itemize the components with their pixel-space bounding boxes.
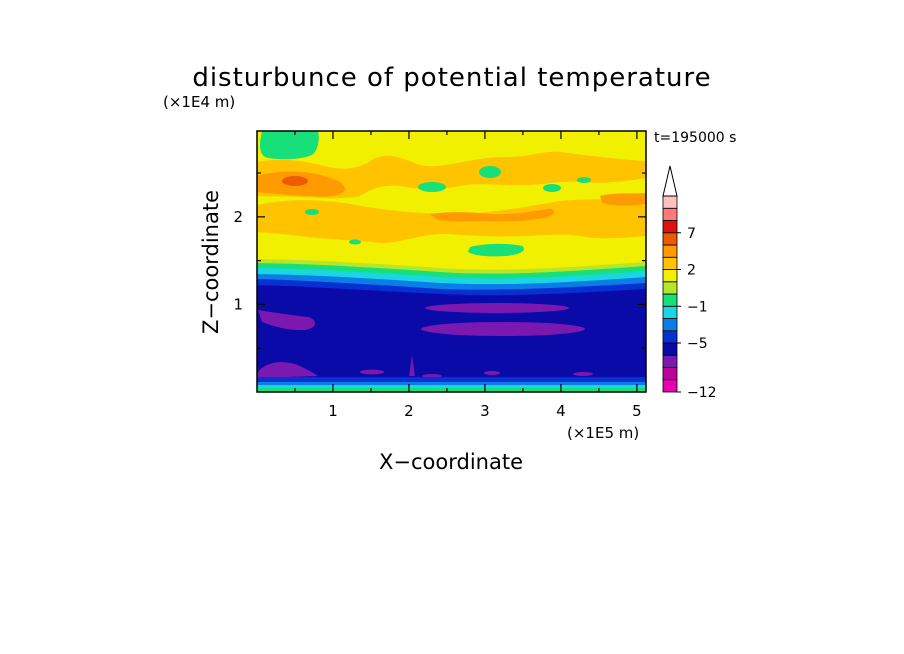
colorbar-swatch [662, 195, 678, 209]
y-tick-label: 2 [233, 208, 243, 226]
field-green-f [349, 239, 361, 245]
colorbar-swatch [662, 244, 678, 258]
colorbar-swatch [662, 318, 678, 332]
axes: 1 2 3 4 5 1 2 [233, 131, 646, 420]
field-orange-dark-right [600, 193, 646, 206]
colorbar-swatch [662, 305, 678, 319]
field-purple-bottom-c [484, 371, 500, 375]
field-purple-upper-lens [425, 303, 569, 313]
field-surface-lightblue [257, 382, 646, 385]
x-axis-label: X−coordinate [379, 450, 523, 474]
field-purple-bottom-d [573, 372, 593, 376]
field-purple-lower-lens [421, 322, 585, 336]
field-purple-bottom-left [257, 362, 318, 378]
field-navy-body [257, 285, 646, 392]
x-tick-label: 5 [632, 402, 642, 420]
x-tick-label: 2 [404, 402, 414, 420]
colorbar-extend-arrow [662, 165, 678, 197]
field-purple-left [258, 310, 316, 331]
x-scale-label: (×1E5 m) [567, 424, 639, 442]
contour-field [257, 131, 646, 392]
colorbar-swatch [662, 342, 678, 356]
colorbar-swatch [662, 220, 678, 234]
colorbar-label: −1 [687, 299, 708, 315]
x-tick-label: 4 [556, 402, 566, 420]
field-surface-blue [257, 377, 646, 383]
field-surface-green [257, 388, 646, 392]
colorbar-swatch [662, 281, 678, 295]
colorbar-swatch [662, 256, 678, 270]
colorbar-label: 7 [687, 226, 696, 242]
x-tick-label: 1 [328, 402, 338, 420]
time-label: t=195000 s [654, 130, 736, 146]
plot-frame [256, 130, 647, 393]
chart-title: disturbunce of potential temperature [192, 63, 711, 93]
field-green-b [479, 166, 501, 178]
field-green-d [577, 177, 591, 183]
y-scale-label: (×1E4 m) [163, 93, 235, 111]
colorbar-label: 2 [687, 263, 696, 279]
field-green-e [305, 209, 319, 215]
colorbar-swatch [662, 354, 678, 368]
field-purple-bottom-a [360, 369, 384, 375]
colorbar: −12−5−127 [662, 165, 717, 401]
colorbar-swatch [662, 232, 678, 246]
field-orange-dark-mid [430, 208, 554, 222]
colorbar-swatch [662, 293, 678, 307]
field-green-c [543, 184, 561, 192]
field-green-topleft [260, 131, 319, 160]
colorbar-label: −12 [687, 385, 717, 401]
colorbar-swatch [662, 367, 678, 381]
field-green-g [468, 243, 525, 257]
field-green-a [418, 182, 446, 192]
colorbar-swatch [662, 330, 678, 344]
field-red-spot [282, 176, 308, 186]
colorbar-swatch [662, 207, 678, 221]
field-surface-cyan [257, 385, 646, 388]
field-orange-upper [257, 151, 646, 199]
y-tick-label: 1 [233, 295, 243, 313]
colorbar-swatch [662, 269, 678, 283]
colorbar-label: −5 [687, 336, 708, 352]
colorbar-swatch [662, 379, 678, 393]
field-purple-spike [409, 355, 415, 376]
x-tick-label: 3 [480, 402, 490, 420]
y-axis-label: Z−coordinate [199, 190, 223, 334]
